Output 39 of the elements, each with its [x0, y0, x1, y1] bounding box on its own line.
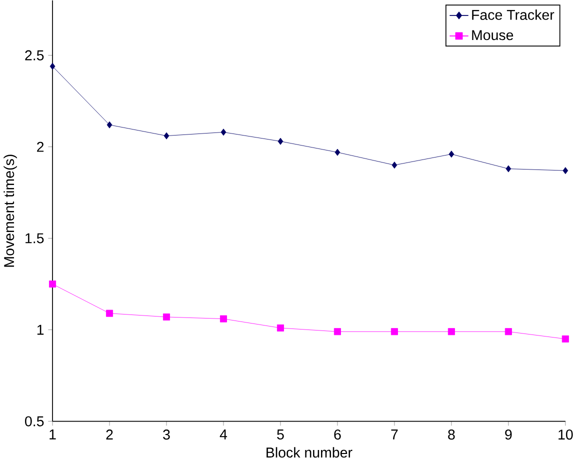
x-axis-title: Block number [266, 447, 352, 458]
point [106, 310, 114, 317]
point [334, 328, 341, 336]
point [504, 328, 512, 336]
point [106, 121, 112, 128]
point [506, 165, 512, 172]
x-tick-label: 1 [50, 429, 56, 440]
x-tick-label: 7 [391, 429, 398, 440]
point [448, 150, 454, 158]
point [49, 280, 56, 288]
y-tick-label: 0.5 [25, 416, 44, 426]
x-tick-label: 6 [334, 429, 341, 440]
x-tick-label: 2 [106, 429, 113, 440]
x-tick-label: 9 [505, 429, 512, 440]
y-tick-label: 2.5 [25, 50, 44, 60]
point [278, 138, 284, 145]
point [448, 328, 455, 336]
legend-label: Mouse [472, 30, 514, 40]
point [164, 132, 170, 140]
point [276, 324, 284, 332]
point [392, 161, 398, 168]
point [220, 315, 227, 322]
point [334, 148, 340, 156]
point [390, 328, 398, 336]
point [162, 313, 170, 320]
x-tick-label: 3 [163, 429, 170, 440]
y-tick-label: 1 [37, 324, 44, 335]
point [562, 166, 568, 174]
legend-label: Face Tracker [472, 9, 554, 20]
point [220, 128, 226, 136]
point [562, 335, 569, 342]
x-tick-label: 4 [220, 429, 228, 440]
point [50, 62, 56, 70]
y-tick-label: 1.5 [26, 233, 44, 244]
x-tick-label: 8 [448, 429, 455, 440]
x-tick-label: 5 [277, 429, 284, 440]
y-tick-label: 2 [37, 142, 44, 152]
y-axis-title: Movement time(s) [4, 154, 17, 267]
x-tick-label: 10 [558, 429, 573, 440]
